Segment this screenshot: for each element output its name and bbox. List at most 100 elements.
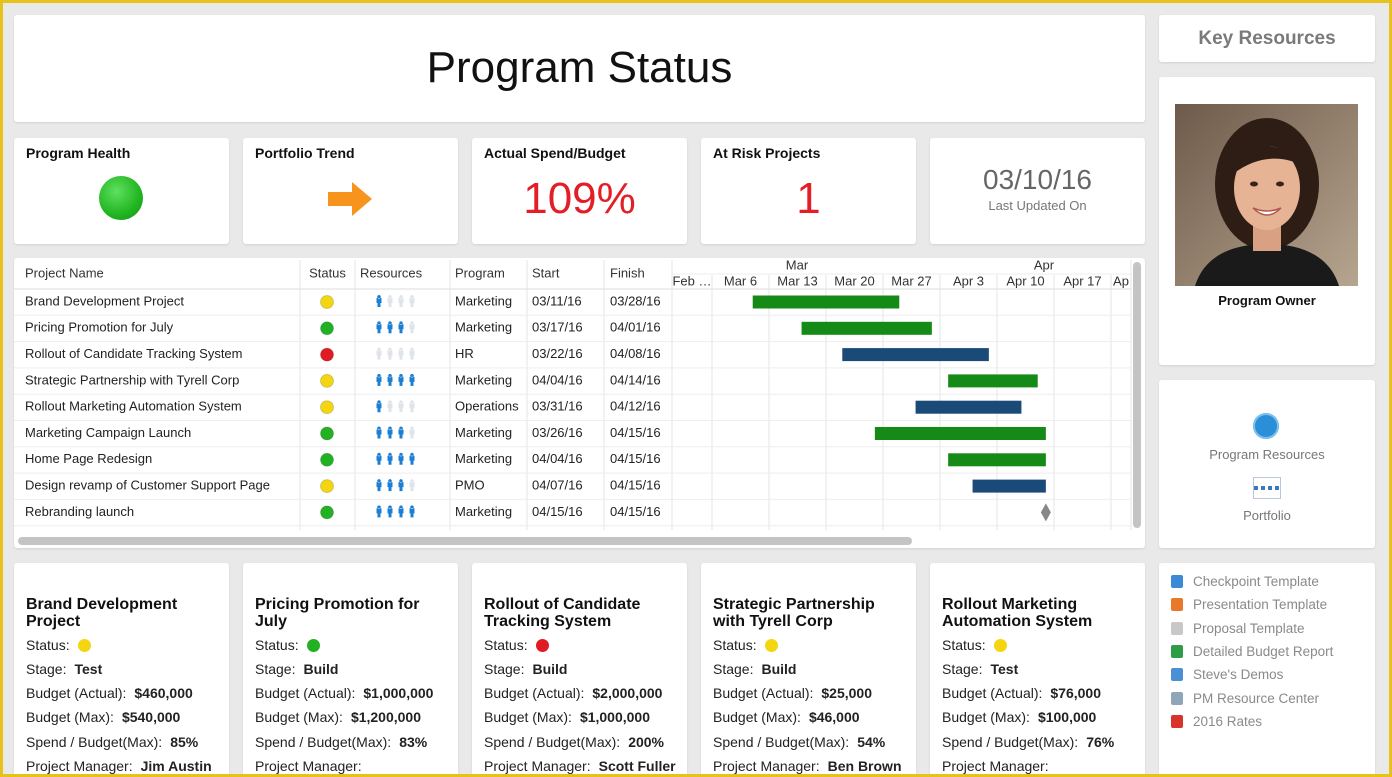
status-dot bbox=[764, 639, 778, 652]
field-label: Budget (Actual): bbox=[255, 685, 356, 701]
resource-icon bbox=[398, 295, 404, 307]
v-scrollbar bbox=[1133, 262, 1141, 528]
card-field: Budget (Actual): $2,000,000 bbox=[484, 685, 662, 701]
project-name: Rollout of Candidate Tracking System bbox=[25, 346, 243, 361]
start-date: 03/26/16 bbox=[532, 425, 583, 440]
field-label: Status: bbox=[942, 637, 986, 653]
field-value: 200% bbox=[628, 734, 664, 750]
finish-date: 04/01/16 bbox=[610, 320, 661, 335]
field-value: Test bbox=[990, 661, 1019, 677]
field-label: Spend / Budget(Max): bbox=[942, 734, 1079, 750]
gantt-bar bbox=[752, 295, 900, 309]
resource-link[interactable]: Steve's Demos bbox=[1193, 667, 1284, 683]
field-label: Stage: bbox=[713, 661, 754, 677]
gantt-bar bbox=[874, 427, 1046, 440]
kpi-label: Program Health bbox=[26, 145, 131, 161]
link-icon bbox=[1171, 668, 1183, 682]
resource-link[interactable]: Detailed Budget Report bbox=[1193, 643, 1334, 659]
start-date: 03/22/16 bbox=[532, 346, 583, 361]
resource-icon bbox=[409, 452, 415, 465]
resource-link[interactable]: PM Resource Center bbox=[1193, 690, 1320, 706]
field-label: Spend / Budget(Max): bbox=[713, 734, 850, 750]
project-card: Pricing Promotion for July Status: Stage: B… bbox=[243, 563, 458, 774]
status-dot bbox=[535, 639, 549, 652]
column-header: Resources bbox=[360, 265, 423, 280]
trend-arrow bbox=[328, 182, 372, 216]
week-label: Mar 27 bbox=[891, 273, 931, 288]
resource-icon bbox=[387, 505, 393, 518]
kpi-card: 03/10/16 Last Updated On bbox=[930, 138, 1145, 244]
gantt-bar bbox=[948, 453, 1046, 467]
resource-icon bbox=[376, 452, 382, 465]
start-date: 04/07/16 bbox=[532, 478, 583, 493]
resource-icon bbox=[409, 479, 415, 492]
resource-icon bbox=[376, 295, 382, 307]
project-card: Rollout of Candidate Tracking System Stat… bbox=[472, 563, 687, 774]
field-label: Project Manager: bbox=[713, 758, 820, 774]
resource-link[interactable]: Checkpoint Template bbox=[1193, 574, 1319, 589]
status-dot bbox=[320, 479, 334, 494]
table-grid: Project Name Status Resources Program Start F… bbox=[14, 258, 1141, 545]
resource-link[interactable]: Presentation Template bbox=[1193, 597, 1328, 613]
program: HR bbox=[455, 346, 474, 361]
resource-link[interactable]: Proposal Template bbox=[1193, 620, 1305, 636]
resource-icon bbox=[387, 295, 393, 307]
link-icon bbox=[1171, 691, 1183, 705]
field-label: Budget (Max): bbox=[255, 709, 343, 725]
week-label: Ap bbox=[1113, 273, 1129, 288]
card-title: Pricing Promotion for July bbox=[255, 596, 420, 630]
start-date: 04/15/16 bbox=[532, 504, 583, 519]
field-label: Budget (Actual): bbox=[26, 685, 127, 701]
status-dot bbox=[320, 373, 334, 388]
field-label: Status: bbox=[713, 637, 757, 653]
column-header: Finish bbox=[610, 265, 645, 280]
project-name: Home Page Redesign bbox=[25, 451, 152, 466]
card-field: Status: bbox=[255, 637, 320, 653]
resource-icon bbox=[376, 479, 382, 492]
program-resources-icon[interactable] bbox=[1253, 413, 1279, 439]
face bbox=[1234, 146, 1300, 230]
card-field: Budget (Max): $100,000 bbox=[942, 709, 1096, 725]
field-value: $25,000 bbox=[821, 685, 872, 701]
project-name: Marketing Campaign Launch bbox=[25, 425, 191, 440]
card-field: Spend / Budget(Max): 83% bbox=[255, 734, 427, 750]
field-label: Project Manager: bbox=[942, 758, 1049, 774]
owner-caption: Program Owner bbox=[1218, 293, 1316, 308]
field-label: Stage: bbox=[255, 661, 296, 677]
resource-icon bbox=[387, 347, 393, 360]
program: Operations bbox=[455, 399, 519, 414]
portfolio-icon[interactable] bbox=[1253, 477, 1281, 499]
column-header: Start bbox=[532, 265, 560, 280]
status-dot bbox=[320, 295, 334, 309]
card-field: Stage: Build bbox=[713, 661, 796, 677]
link-icon bbox=[1171, 598, 1183, 612]
project-card: Brand Development Project Status: Stage: Te… bbox=[14, 563, 229, 774]
field-label: Project Manager: bbox=[255, 758, 362, 774]
field-value: $76,000 bbox=[1050, 685, 1101, 701]
finish-date: 03/28/16 bbox=[610, 293, 661, 308]
week-label: Mar 13 bbox=[777, 273, 817, 288]
shortcut-label[interactable]: Portfolio bbox=[1243, 508, 1291, 523]
resource-icon bbox=[398, 505, 404, 518]
field-value: Build bbox=[303, 661, 339, 677]
program: Marketing bbox=[455, 425, 512, 440]
card-field: Budget (Max): $540,000 bbox=[26, 709, 180, 725]
h-scrollbar bbox=[18, 537, 912, 545]
gantt-bar bbox=[801, 321, 932, 335]
links-panel: Checkpoint Template Presentation Template… bbox=[1159, 563, 1375, 774]
shortcut-label[interactable]: Program Resources bbox=[1209, 447, 1325, 462]
card-field: Budget (Actual): $76,000 bbox=[942, 685, 1101, 701]
card-field: Stage: Test bbox=[942, 661, 1018, 677]
field-label: Budget (Max): bbox=[942, 709, 1030, 725]
fringe bbox=[1233, 145, 1303, 174]
field-value: Build bbox=[761, 661, 797, 677]
resource-link[interactable]: 2016 Rates bbox=[1193, 713, 1263, 729]
health-indicator bbox=[99, 176, 143, 220]
resource-icon bbox=[376, 426, 382, 439]
link-icon bbox=[1171, 644, 1183, 658]
card-field: Stage: Build bbox=[255, 661, 338, 677]
resource-icon bbox=[398, 347, 404, 360]
field-value: 83% bbox=[399, 734, 428, 750]
kpi-label: Actual Spend/Budget bbox=[484, 145, 626, 161]
sidebar-title: Key Resources bbox=[1198, 28, 1336, 49]
